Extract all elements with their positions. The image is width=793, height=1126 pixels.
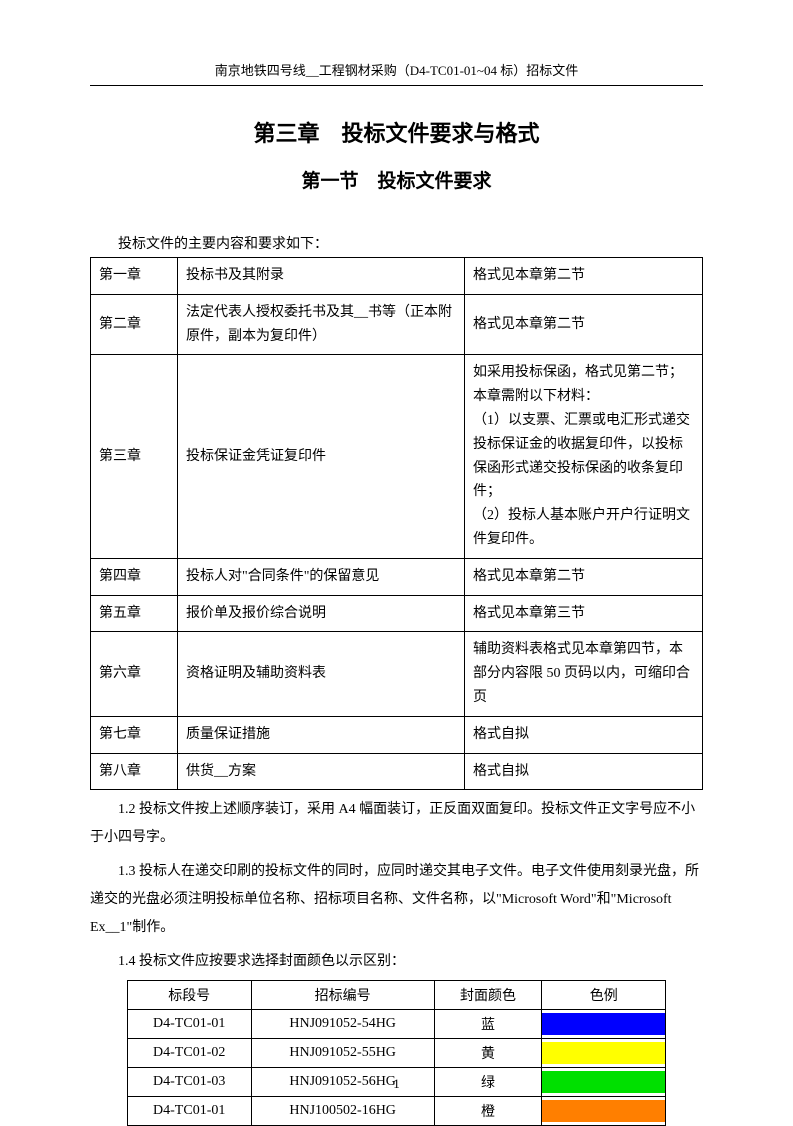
code-cell: HNJ100502-16HG — [251, 1097, 434, 1126]
paragraph-1-2: 1.2 投标文件按上述顺序装订，采用 A4 幅面装订，正反面双面复印。投标文件正… — [90, 796, 703, 852]
chapter-cell: 第八章 — [91, 753, 178, 790]
col-code: 招标编号 — [251, 981, 434, 1010]
content-cell: 报价单及报价综合说明 — [178, 595, 465, 632]
requirement-cell: 格式自拟 — [465, 753, 703, 790]
color-swatch — [542, 1013, 665, 1035]
col-swatch: 色例 — [542, 981, 666, 1010]
page-number: 1 — [0, 1076, 793, 1092]
color-table-header-row: 标段号 招标编号 封面颜色 色例 — [127, 981, 665, 1010]
color-swatch — [542, 1100, 665, 1122]
content-cell: 资格证明及辅助资料表 — [178, 632, 465, 716]
table-row: 第三章投标保证金凭证复印件如采用投标保函，格式见第二节；本章需附以下材料： （1… — [91, 355, 703, 558]
paragraph-1-3: 1.3 投标人在递交印刷的投标文件的同时，应同时递交其电子文件。电子文件使用刻录… — [90, 858, 703, 942]
color-swatch-cell — [542, 1097, 666, 1126]
chapter-title: 第三章 投标文件要求与格式 — [90, 116, 703, 148]
table-row: 第八章供货__方案格式自拟 — [91, 753, 703, 790]
requirement-cell: 如采用投标保函，格式见第二节；本章需附以下材料： （1）以支票、汇票或电汇形式递… — [465, 355, 703, 558]
content-cell: 质量保证措施 — [178, 716, 465, 753]
table-row: 第六章资格证明及辅助资料表辅助资料表格式见本章第四节，本部分内容限 50 页码以… — [91, 632, 703, 716]
segment-cell: D4-TC01-01 — [127, 1010, 251, 1039]
requirement-cell: 格式见本章第二节 — [465, 294, 703, 355]
chapter-cell: 第四章 — [91, 558, 178, 595]
requirement-cell: 辅助资料表格式见本章第四节，本部分内容限 50 页码以内，可缩印合页 — [465, 632, 703, 716]
requirement-cell: 格式见本章第三节 — [465, 595, 703, 632]
document-header: 南京地铁四号线__工程钢材采购（D4-TC01-01~04 标）招标文件 — [90, 60, 703, 86]
content-cell: 投标保证金凭证复印件 — [178, 355, 465, 558]
color-name-cell: 橙 — [434, 1097, 542, 1126]
segment-cell: D4-TC01-01 — [127, 1097, 251, 1126]
chapter-cell: 第三章 — [91, 355, 178, 558]
color-swatch — [542, 1042, 665, 1064]
content-cell: 投标人对"合同条件"的保留意见 — [178, 558, 465, 595]
color-table: 标段号 招标编号 封面颜色 色例 D4-TC01-01HNJ091052-54H… — [127, 980, 666, 1126]
col-color-name: 封面颜色 — [434, 981, 542, 1010]
requirement-cell: 格式见本章第二节 — [465, 558, 703, 595]
intro-text: 投标文件的主要内容和要求如下： — [90, 233, 703, 253]
table-row: 第七章质量保证措施格式自拟 — [91, 716, 703, 753]
content-cell: 法定代表人授权委托书及其__书等（正本附原件，副本为复印件） — [178, 294, 465, 355]
col-segment: 标段号 — [127, 981, 251, 1010]
table-row: 第四章投标人对"合同条件"的保留意见格式见本章第二节 — [91, 558, 703, 595]
code-cell: HNJ091052-55HG — [251, 1039, 434, 1068]
chapter-cell: 第二章 — [91, 294, 178, 355]
page: 南京地铁四号线__工程钢材采购（D4-TC01-01~04 标）招标文件 第三章… — [0, 0, 793, 1122]
table-row: 第二章法定代表人授权委托书及其__书等（正本附原件，副本为复印件）格式见本章第二… — [91, 294, 703, 355]
chapter-cell: 第五章 — [91, 595, 178, 632]
requirement-cell: 格式见本章第二节 — [465, 258, 703, 295]
color-swatch-cell — [542, 1039, 666, 1068]
segment-cell: D4-TC01-02 — [127, 1039, 251, 1068]
section-title: 第一节 投标文件要求 — [90, 166, 703, 193]
color-name-cell: 黄 — [434, 1039, 542, 1068]
requirements-table: 第一章投标书及其附录格式见本章第二节第二章法定代表人授权委托书及其__书等（正本… — [90, 257, 703, 790]
paragraph-1-4: 1.4 投标文件应按要求选择封面颜色以示区别： — [90, 948, 703, 976]
table-row: 第一章投标书及其附录格式见本章第二节 — [91, 258, 703, 295]
code-cell: HNJ091052-54HG — [251, 1010, 434, 1039]
table-row: 第五章报价单及报价综合说明格式见本章第三节 — [91, 595, 703, 632]
color-name-cell: 蓝 — [434, 1010, 542, 1039]
content-cell: 供货__方案 — [178, 753, 465, 790]
chapter-cell: 第七章 — [91, 716, 178, 753]
requirement-cell: 格式自拟 — [465, 716, 703, 753]
chapter-cell: 第六章 — [91, 632, 178, 716]
table-row: D4-TC01-01HNJ100502-16HG橙 — [127, 1097, 665, 1126]
color-swatch-cell — [542, 1010, 666, 1039]
content-cell: 投标书及其附录 — [178, 258, 465, 295]
table-row: D4-TC01-01HNJ091052-54HG蓝 — [127, 1010, 665, 1039]
table-row: D4-TC01-02HNJ091052-55HG黄 — [127, 1039, 665, 1068]
chapter-cell: 第一章 — [91, 258, 178, 295]
